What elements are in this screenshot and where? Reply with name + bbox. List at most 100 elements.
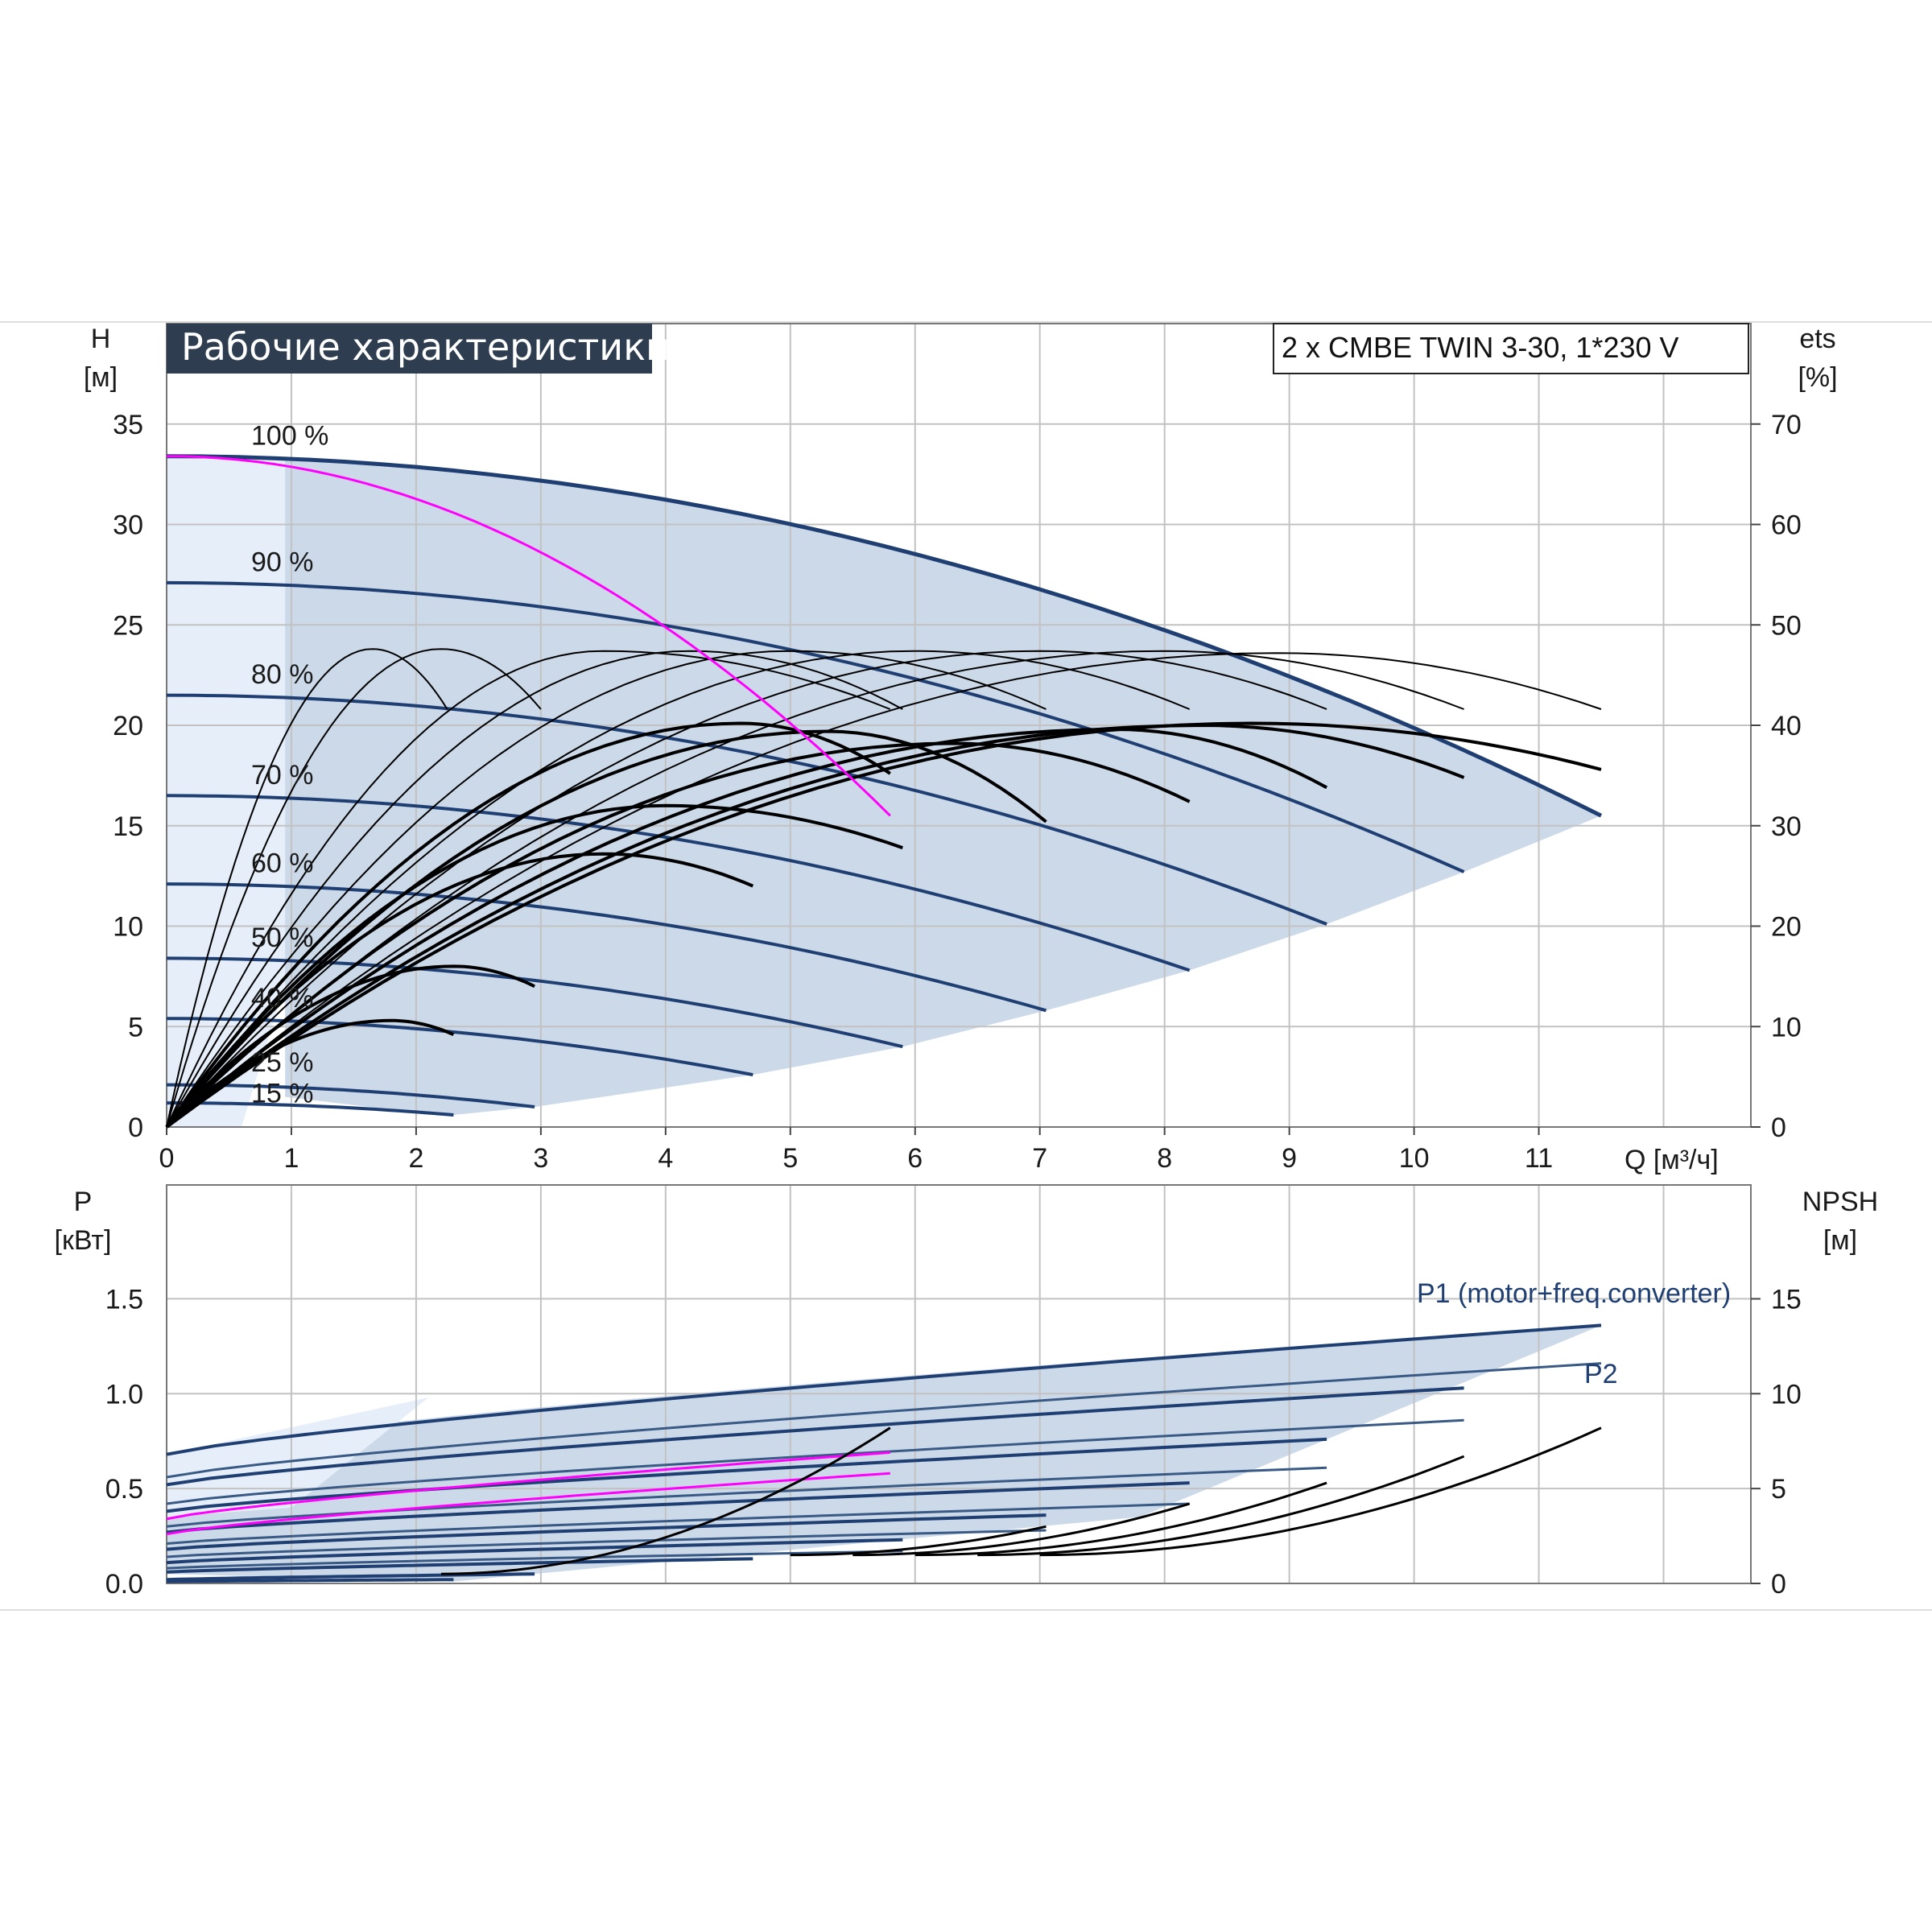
efficiency-curve: [166, 650, 891, 1128]
speed-label: 100 %: [251, 420, 328, 451]
p2-curve: [166, 1418, 1464, 1505]
efficiency-curve: [165, 964, 535, 1129]
npsh-curve: [914, 1481, 1327, 1557]
title-box: [167, 324, 652, 374]
p-axis-unit: [кВт]: [55, 1225, 112, 1256]
speed-label: 60 %: [251, 848, 314, 879]
head-curves: [166, 454, 1603, 1117]
speed-label: 90 %: [251, 547, 314, 577]
p-tick-label: 1.0: [105, 1379, 143, 1410]
x-tick-label: 2: [408, 1143, 423, 1174]
p2-series-label: P2: [1584, 1359, 1618, 1389]
operating-range-area: [285, 458, 1602, 1117]
y2-tick-label: 70: [1771, 410, 1802, 440]
npsh-curve: [852, 1502, 1191, 1557]
x-tick-label: 5: [782, 1143, 798, 1174]
y-tick-label: 25: [113, 610, 143, 641]
y2-tick-label: 50: [1771, 610, 1802, 641]
p1-curve: [166, 1437, 1327, 1513]
npsh-tick-label: 0: [1771, 1569, 1786, 1600]
y-axis-label: H: [91, 324, 111, 354]
efficiency-curves: [165, 648, 1602, 1129]
y2-tick-label: 40: [1771, 711, 1802, 741]
x-tick-label: 11: [1525, 1143, 1553, 1174]
y2-tick-label: 10: [1771, 1012, 1802, 1042]
p1-series-label: P1 (motor+freq.converter): [1417, 1278, 1731, 1309]
speed-labels: 100 % 90 % 80 % 70 % 60 % 50 % 40 % 25 %15 %: [251, 420, 328, 1108]
efficiency-curve: [166, 650, 903, 1128]
npsh-curve: [790, 1525, 1046, 1557]
y-tick-label: 30: [113, 510, 143, 541]
y-tick-label: 15: [113, 811, 143, 842]
head-curve: [166, 580, 1465, 873]
head-curve: [167, 1083, 535, 1108]
head-curve: [166, 693, 1327, 926]
npsh-tick-label: 5: [1771, 1474, 1786, 1505]
plot-frame: [166, 1184, 1752, 1584]
speed-label: 40 %: [251, 983, 314, 1013]
model-name: 2 x CMBE TWIN 3-30, 1*230 V: [1282, 331, 1679, 364]
power-panel: 0.0 0.5 1.0 1.5 0 5 10 15: [105, 1184, 1802, 1600]
efficiency-curve: [166, 650, 1464, 1128]
efficiency-curve: [166, 650, 1327, 1128]
y2-tick-label: 20: [1771, 912, 1802, 943]
speed-label: 80 %: [251, 659, 314, 690]
efficiency-curve: [166, 652, 1602, 1128]
npsh-tick-label: 15: [1771, 1284, 1802, 1315]
magenta-power-curve: [166, 1451, 890, 1521]
x-tick-label: 3: [533, 1143, 548, 1174]
efficiency-curve: [165, 741, 1191, 1129]
efficiency-curve: [165, 803, 903, 1129]
y-tick-label: 0: [128, 1113, 143, 1143]
p1-curve: [166, 1572, 535, 1582]
speed-label: 15 %: [251, 1078, 314, 1108]
p-tick-label: 0.5: [105, 1474, 143, 1505]
npsh-axis-label: NPSH: [1802, 1187, 1878, 1217]
y-tick-label: 10: [113, 912, 143, 943]
x-tick-label: 7: [1032, 1143, 1047, 1174]
npsh-curve: [440, 1426, 891, 1575]
npsh-axis-unit: [м]: [1823, 1225, 1857, 1256]
efficiency-curve: [165, 721, 891, 1129]
efficiency-curve: [165, 852, 754, 1129]
y2-axis-unit: [%]: [1798, 362, 1837, 393]
y-axis-unit: [м]: [84, 362, 118, 393]
p2-curve: [166, 1550, 903, 1570]
speed-label: 25 %: [251, 1047, 314, 1078]
p-tick-label: 0.0: [105, 1569, 143, 1600]
efficiency-curve: [166, 650, 1191, 1128]
head-curve: [166, 882, 1047, 1013]
x-tick-label: 10: [1399, 1143, 1430, 1174]
p1-curve: [166, 1386, 1464, 1487]
x-tick-label: 9: [1282, 1143, 1297, 1174]
y-tick-label: 35: [113, 410, 143, 440]
y2-tick-label: 30: [1771, 811, 1802, 842]
x-tick-label: 0: [159, 1143, 175, 1174]
x-tick-label: 6: [907, 1143, 923, 1174]
head-axis-ticks: 0 1 2 3 4 5 6 7 8 9 10 11 0 5 10 15 20 25 30 35 0 10 20 30 40 50 6…: [113, 410, 1802, 1174]
y2-tick-label: 0: [1771, 1113, 1786, 1143]
efficiency-curve: [166, 648, 448, 1128]
p1-curve: [166, 1481, 1190, 1534]
p-tick-label: 1.5: [105, 1284, 143, 1315]
p1-curve: [166, 1557, 753, 1574]
x-axis-label: Q [м³/ч]: [1624, 1145, 1719, 1175]
p2-curve: [166, 1529, 1046, 1558]
head-curve: [167, 1101, 454, 1117]
y-tick-label: 5: [128, 1012, 143, 1042]
efficiency-curve: [166, 650, 1046, 1128]
efficiency-curve: [165, 729, 1047, 1129]
speed-label: 70 %: [251, 760, 314, 791]
power-grid: [166, 1184, 1752, 1584]
power-axis-ticks: 0.0 0.5 1.0 1.5 0 5 10 15: [105, 1284, 1802, 1600]
p-axis-label: P: [74, 1187, 93, 1217]
npsh-tick-label: 10: [1771, 1379, 1802, 1410]
speed-label: 50 %: [251, 923, 314, 953]
head-curve: [166, 794, 1191, 972]
efficiency-curve: [166, 648, 542, 1128]
magenta-curve: [166, 455, 891, 817]
p2-curve: [166, 1362, 1602, 1479]
power-curves: [166, 1323, 1602, 1583]
model-box: [1273, 323, 1749, 374]
